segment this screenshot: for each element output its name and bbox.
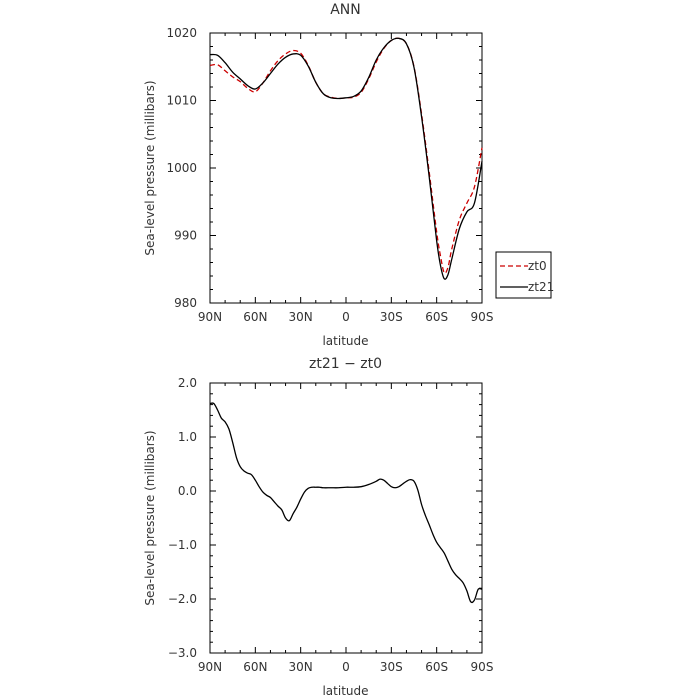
bottom-x-tick-label: 90S <box>471 660 494 674</box>
bottom-y-axis-label: Sea-level pressure (millibars) <box>143 430 157 605</box>
top-panel-ann: ANN 90N 60N 30N 0 30S 60S 90S 980 990 1000 1010 102… <box>143 2 554 348</box>
bottom-y-tick-label: 2.0 <box>178 376 197 390</box>
top-x-tick-label: 90N <box>198 310 222 324</box>
top-axis-ticks: 90N 60N 30N 0 30S 60S 90S 980 990 1000 1010 1020 <box>166 26 493 324</box>
bottom-chart-title: zt21 − zt0 <box>309 356 382 372</box>
top-x-tick-label: 60S <box>425 310 448 324</box>
top-y-tick-label: 990 <box>174 229 197 243</box>
bottom-series-lines <box>209 402 483 604</box>
top-y-tick-label: 1000 <box>166 161 197 175</box>
bottom-x-tick-label: 0 <box>342 660 350 674</box>
top-x-tick-label: 60N <box>243 310 267 324</box>
bottom-panel-difference: zt21 − zt0 90N 60N 30N 0 30S 60S 90S −3.0 −2.0 −1… <box>143 356 493 698</box>
bottom-y-tick-label: −1.0 <box>168 538 197 552</box>
bottom-y-tick-label: 0.0 <box>178 484 197 498</box>
top-x-tick-label: 30S <box>380 310 403 324</box>
top-chart-title: ANN <box>330 2 361 18</box>
bottom-x-tick-label: 60N <box>243 660 267 674</box>
bottom-y-tick-label: 1.0 <box>178 430 197 444</box>
bottom-x-tick-label: 90N <box>198 660 222 674</box>
bottom-x-tick-label: 30S <box>380 660 403 674</box>
top-series-line-zt0 <box>209 37 483 274</box>
bottom-plot-frame <box>209 382 483 654</box>
top-y-axis-label: Sea-level pressure (millibars) <box>143 80 157 255</box>
bottom-x-tick-label: 60S <box>425 660 448 674</box>
legend-label-zt21: zt21 <box>528 280 554 294</box>
top-y-tick-label: 1010 <box>166 94 197 108</box>
top-x-tick-label: 90S <box>471 310 494 324</box>
top-y-tick-label: 1020 <box>166 26 197 40</box>
bottom-axis-ticks: 90N 60N 30N 0 30S 60S 90S −3.0 −2.0 −1.0 0.0 1.0 2.0 <box>168 376 494 674</box>
bottom-series-line-series-0 <box>209 402 483 604</box>
legend-box <box>495 251 552 299</box>
bottom-x-axis-label: latitude <box>322 684 368 698</box>
top-x-axis-label: latitude <box>322 334 368 348</box>
bottom-y-tick-label: −2.0 <box>168 592 197 606</box>
top-series-lines <box>209 37 483 280</box>
legend: zt0 zt21 <box>495 251 554 299</box>
top-series-line-zt21 <box>209 37 483 280</box>
legend-label-zt0: zt0 <box>528 259 547 273</box>
top-x-tick-label: 0 <box>342 310 350 324</box>
bottom-x-tick-label: 30N <box>289 660 313 674</box>
bottom-y-tick-label: −3.0 <box>168 646 197 660</box>
top-y-tick-label: 980 <box>174 296 197 310</box>
top-x-tick-label: 30N <box>289 310 313 324</box>
